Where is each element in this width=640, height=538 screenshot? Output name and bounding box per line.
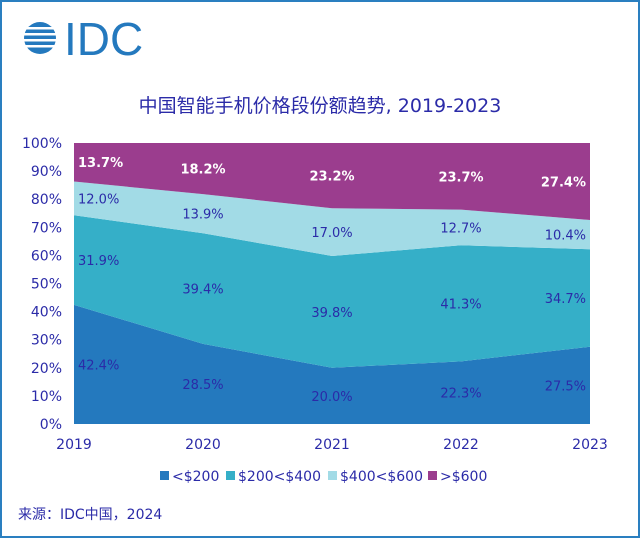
data-label: 31.9%	[78, 254, 119, 269]
data-label: 17.0%	[311, 226, 352, 241]
y-tick-label: 60%	[31, 248, 62, 264]
data-label: 27.4%	[541, 175, 586, 190]
data-label: 28.5%	[182, 378, 223, 393]
data-label: 39.8%	[311, 306, 352, 321]
y-tick-label: 0%	[40, 417, 62, 433]
data-label: 27.5%	[545, 379, 586, 394]
legend-swatch	[226, 471, 235, 480]
legend-label: $400<$600	[340, 469, 423, 485]
data-label: 18.2%	[180, 163, 225, 178]
x-tick-label: 2020	[185, 437, 221, 453]
area-$400<$600	[74, 181, 590, 256]
data-label: 22.3%	[440, 387, 481, 402]
data-label: 12.7%	[440, 221, 481, 236]
x-tick-label: 2021	[314, 437, 350, 453]
data-label: 23.7%	[438, 170, 483, 185]
data-label: 41.3%	[440, 297, 481, 312]
area->$600	[74, 143, 590, 220]
data-label: 42.4%	[78, 358, 119, 373]
y-tick-label: 100%	[22, 136, 62, 152]
legend-swatch	[428, 471, 437, 480]
area-<$200	[74, 304, 590, 424]
data-label: 10.4%	[545, 229, 586, 244]
y-tick-label: 30%	[31, 333, 62, 349]
chart-title: 中国智能手机价格段份额趋势, 2019-2023	[139, 95, 502, 117]
x-tick-label: 2019	[56, 437, 92, 453]
legend-swatch	[160, 471, 169, 480]
svg-text:IDC: IDC	[64, 13, 143, 65]
legend-label: <$200	[172, 469, 219, 485]
idc-logo: IDC	[22, 13, 143, 65]
area-$200<$400	[74, 215, 590, 368]
y-tick-label: 70%	[31, 220, 62, 236]
x-tick-label: 2022	[443, 437, 479, 453]
legend-label: $200<$400	[238, 469, 321, 485]
data-label: 12.0%	[78, 192, 119, 207]
legend-label: >$600	[440, 469, 487, 485]
data-label: 34.7%	[545, 292, 586, 307]
y-tick-label: 90%	[31, 164, 62, 180]
data-label: 13.9%	[182, 208, 223, 223]
y-tick-label: 20%	[31, 361, 62, 377]
y-tick-label: 80%	[31, 192, 62, 208]
data-label: 23.2%	[309, 170, 354, 185]
y-tick-label: 10%	[31, 389, 62, 405]
y-tick-label: 50%	[31, 277, 62, 293]
data-label: 13.7%	[78, 156, 123, 171]
legend-swatch	[328, 471, 337, 480]
data-label: 20.0%	[311, 390, 352, 405]
source-note: 来源：IDC中国，2024	[18, 507, 162, 523]
y-tick-label: 40%	[31, 305, 62, 321]
data-label: 39.4%	[182, 283, 223, 298]
x-tick-label: 2023	[572, 437, 608, 453]
